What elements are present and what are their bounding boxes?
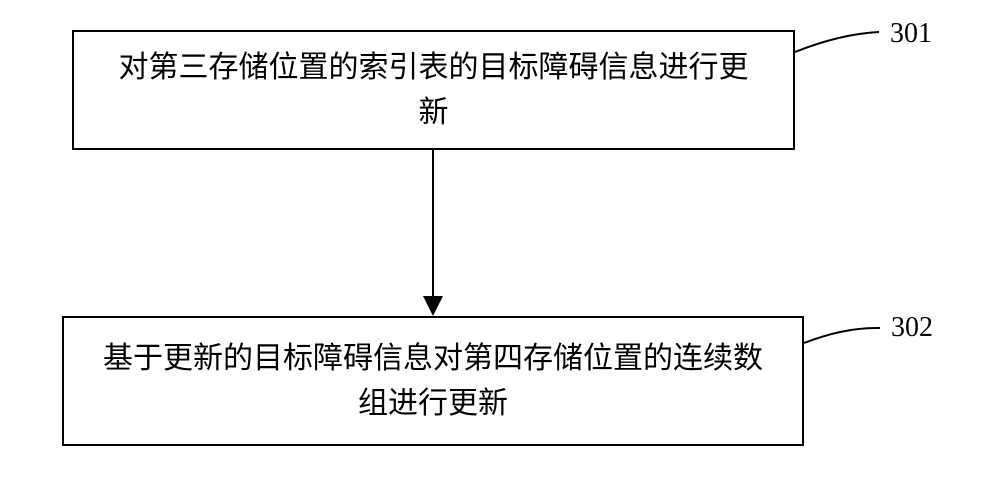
- flowchart-canvas: 对第三存储位置的索引表的目标障碍信息进行更新 301 基于更新的目标障碍信息对第…: [0, 0, 1000, 504]
- step-label-302: 302: [891, 312, 933, 344]
- leader-line-302: [0, 0, 1000, 504]
